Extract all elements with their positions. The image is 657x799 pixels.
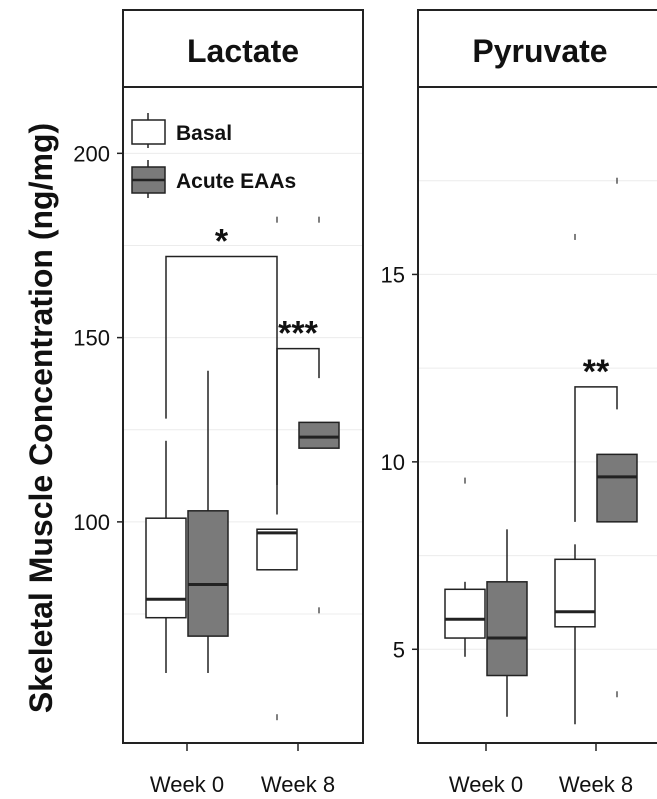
x-tick-label: Week 8: [261, 772, 335, 797]
significance-bracket: ***: [276, 315, 320, 486]
significance-bracket: *: [165, 223, 278, 515]
box-iqr: [596, 453, 638, 523]
y-tick-label: 200: [73, 141, 110, 166]
panel-pyruvate: Pyruvate: [417, 9, 657, 744]
panel-lactate: Lactate: [122, 9, 364, 744]
bracket-line: [574, 386, 618, 522]
box-iqr: [256, 528, 298, 571]
box-iqr: [486, 581, 528, 677]
box-iqr: [298, 421, 340, 449]
y-tick-label: 150: [73, 326, 110, 351]
y-tick-label: 5: [393, 637, 405, 662]
bracket-line: [276, 347, 320, 486]
lactate-plot-frame: [122, 86, 364, 744]
x-tick-label: Week 0: [449, 772, 523, 797]
y-tick-label: 100: [73, 510, 110, 535]
significance-label: ***: [278, 315, 318, 353]
bracket-line: [165, 255, 278, 515]
box-iqr: [444, 588, 486, 639]
pyruvate-marks: 5 10 15 Week 0 Week 8 **: [381, 177, 657, 797]
significance-label: *: [215, 223, 229, 261]
lactate-strip: [122, 9, 364, 88]
box-iqr: [554, 558, 596, 628]
y-tick-label: 15: [381, 262, 405, 287]
legend-acute-label: Acute EAAs: [176, 170, 296, 193]
legend-basal-label: Basal: [176, 122, 232, 145]
y-tick-label: 10: [381, 450, 405, 475]
box-basal-week-8: [256, 216, 298, 721]
pyruvate-title: Pyruvate: [472, 33, 607, 69]
x-tick-label: Week 0: [150, 772, 224, 797]
x-tick-label: Week 8: [559, 772, 633, 797]
box-basal-week-8: [554, 233, 596, 725]
box-acute-eaas-week-8: [298, 216, 340, 614]
box-basal-week-0: [444, 477, 486, 657]
box-acute-eaas-week-0: [187, 370, 229, 673]
y-axis-label: Skeletal Muscle Concentration (ng/mg): [23, 123, 59, 713]
pyruvate-plot-frame: [417, 86, 657, 744]
box-acute-eaas-week-0: [486, 529, 528, 717]
box-iqr: [145, 517, 187, 619]
significance-label: **: [583, 353, 610, 391]
lactate-title: Lactate: [187, 33, 299, 69]
significance-bracket: **: [574, 353, 618, 522]
legend-basal-swatch: [131, 119, 166, 145]
box-acute-eaas-week-8: [596, 177, 638, 698]
box-basal-week-0: [145, 440, 187, 673]
box-iqr: [187, 510, 229, 637]
legend: Basal Acute EAAs: [131, 113, 296, 198]
